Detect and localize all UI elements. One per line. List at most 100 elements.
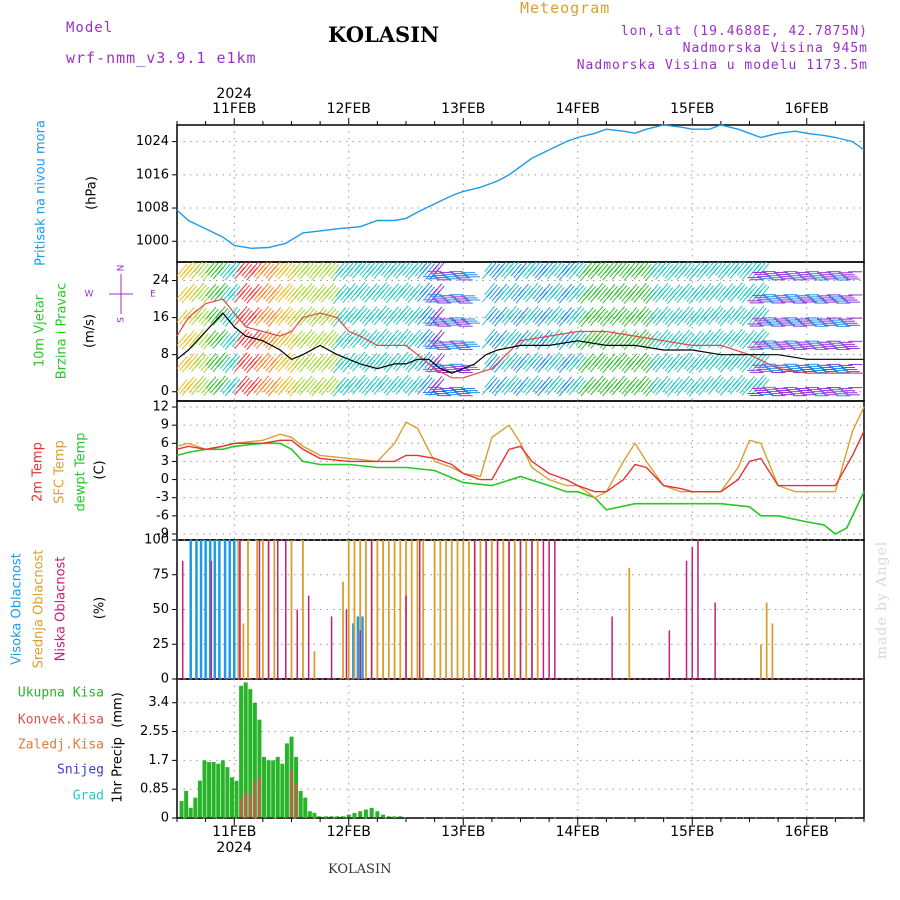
- wind-barb: [616, 377, 628, 391]
- wind-barb: [260, 284, 272, 298]
- wind-barb: [486, 354, 498, 367]
- wind-barb: [376, 282, 387, 295]
- wind-barb: [594, 377, 606, 391]
- wind-barb: [419, 328, 431, 342]
- wind-barb: [378, 376, 390, 390]
- wind-barb: [736, 379, 748, 392]
- wind-barb: [657, 306, 669, 319]
- cloud-low-bar: [519, 540, 522, 679]
- cloud-low-bar: [405, 595, 407, 679]
- wind-barb: [412, 378, 424, 391]
- wind-barb: [282, 262, 294, 275]
- wind-barb: [722, 329, 734, 343]
- wind-barb: [412, 285, 424, 299]
- wind-barb: [258, 352, 270, 366]
- wind-barb: [700, 329, 712, 343]
- wind-barb: [650, 309, 662, 322]
- pressure-line: [176, 124, 865, 250]
- precip-total-bar: [202, 760, 207, 818]
- wind-barb: [527, 305, 539, 319]
- wind-barb: [195, 354, 207, 367]
- precip-total-bar: [271, 760, 276, 818]
- wind-barb: [635, 375, 647, 389]
- wind-barb: [573, 284, 585, 298]
- wind-barb: [402, 379, 414, 392]
- wind-barb: [669, 353, 681, 367]
- wind-barb: [272, 378, 284, 392]
- wind-barb: [604, 283, 616, 297]
- cloud-high-bar: [204, 540, 207, 679]
- precip-total-bar: [358, 811, 363, 818]
- precip-total-bar: [197, 780, 202, 818]
- precip-total-bar: [375, 811, 380, 818]
- precip-total-bar: [266, 760, 271, 818]
- cloud-low-bar: [531, 540, 533, 679]
- wind-barb: [563, 285, 575, 299]
- cloud-mid-bar: [502, 540, 505, 679]
- wind-barb: [681, 285, 693, 298]
- wind-barb: [510, 356, 522, 369]
- wind-barb: [585, 262, 597, 276]
- wind-barb: [657, 283, 669, 296]
- precip-total-bar: [248, 689, 253, 818]
- wind-barb: [313, 353, 325, 367]
- wind-barb: [570, 305, 582, 319]
- sfc-ylabel: SFC Temp: [53, 440, 68, 504]
- wind-barb: [657, 262, 668, 273]
- wind-barb: [746, 378, 758, 391]
- wind-barb: [431, 283, 443, 297]
- compass-s: S: [117, 317, 127, 323]
- wind-barb: [390, 377, 402, 391]
- wind-barb: [659, 354, 671, 368]
- wind-barb: [376, 328, 387, 342]
- wind-barb: [323, 352, 335, 366]
- wind-barb: [520, 378, 532, 392]
- wind-barb: [693, 263, 705, 276]
- wind-barb: [575, 263, 587, 277]
- wind-barb: [604, 307, 616, 320]
- wind-barb: [542, 332, 553, 345]
- wind-barb: [323, 262, 333, 273]
- wind-barb: [744, 306, 755, 320]
- wind-barb: [316, 332, 327, 346]
- cloud-mid-bar: [347, 540, 350, 679]
- bottom-date-label: 14FEB: [556, 824, 600, 840]
- precip-total-bar: [323, 816, 328, 818]
- wind-barb: [715, 332, 726, 346]
- wind-barb: [229, 285, 241, 299]
- wind-barb: [539, 262, 550, 274]
- wind-barb: [756, 377, 767, 390]
- wind-barb: [198, 263, 210, 277]
- pressure-ytick-label: 1008: [136, 201, 169, 216]
- wind-barb: [412, 308, 424, 322]
- wind-barb: [316, 286, 327, 299]
- wind-barb: [736, 286, 748, 300]
- wind-barb: [380, 286, 392, 299]
- wind-barb: [683, 287, 695, 300]
- clouds-ytick-label: 50: [152, 602, 169, 617]
- wind-barb: [215, 282, 226, 296]
- wind-barb: [270, 283, 282, 297]
- wind-barb: [424, 379, 436, 392]
- cloud-mid-bar: [393, 540, 396, 679]
- wind-barb: [354, 328, 366, 342]
- wind-barb: [380, 332, 392, 346]
- wind-barb: [270, 262, 281, 274]
- wind-barb: [402, 263, 414, 276]
- wind-barb: [337, 378, 349, 392]
- cloud-mid-bar: [765, 602, 768, 679]
- wind-barb: [294, 286, 306, 299]
- wind-barb: [510, 309, 522, 323]
- top-date-label: 13FEB: [441, 101, 485, 117]
- cloud-high-bar: [218, 540, 221, 679]
- wind-barb: [532, 379, 544, 393]
- wind-barb: [700, 352, 712, 366]
- wind-barb: [551, 377, 563, 391]
- wind-barb: [397, 305, 409, 319]
- precip-total-bar: [243, 682, 248, 818]
- cloud-high-bar: [213, 540, 217, 679]
- wind-barb: [186, 378, 198, 392]
- cloud-low-bar: [258, 540, 261, 679]
- wind-barb: [607, 285, 618, 299]
- wind-barb: [356, 284, 368, 297]
